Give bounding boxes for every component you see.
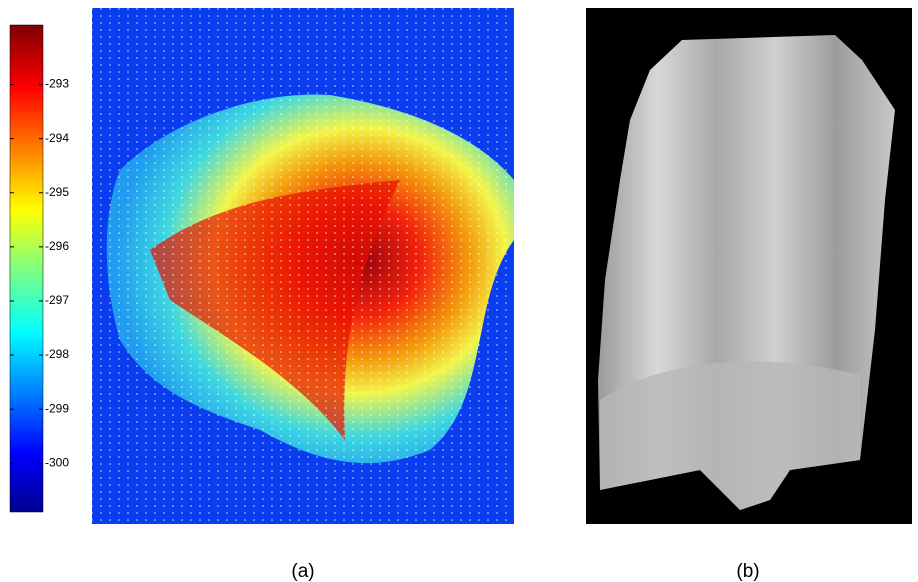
colorbar-tick-label: -296 xyxy=(45,239,69,253)
colorbar xyxy=(10,25,43,512)
figure: (a) (b) -293 -294 -295 -296 -297 -298 -299 -300 xyxy=(0,0,918,582)
colorbar-tick-label: -295 xyxy=(45,185,69,199)
colorbar-tick-label: -298 xyxy=(45,347,69,361)
colorbar-tick-label: -293 xyxy=(45,77,69,91)
panel-label: (b) xyxy=(736,561,759,582)
colorbar-tick-label: -299 xyxy=(45,401,69,415)
heatmap-panel xyxy=(92,8,514,524)
colorbar-tick-label: -297 xyxy=(45,293,69,307)
colorbar-tick-label: -300 xyxy=(45,455,69,469)
page: (a) (b) -293 -294 -295 -296 -297 -298 -299 -300… xyxy=(0,0,918,582)
panel-label: (a) xyxy=(291,561,314,582)
colorbar-tick-label: -294 xyxy=(45,131,69,145)
render-panel xyxy=(586,8,912,524)
